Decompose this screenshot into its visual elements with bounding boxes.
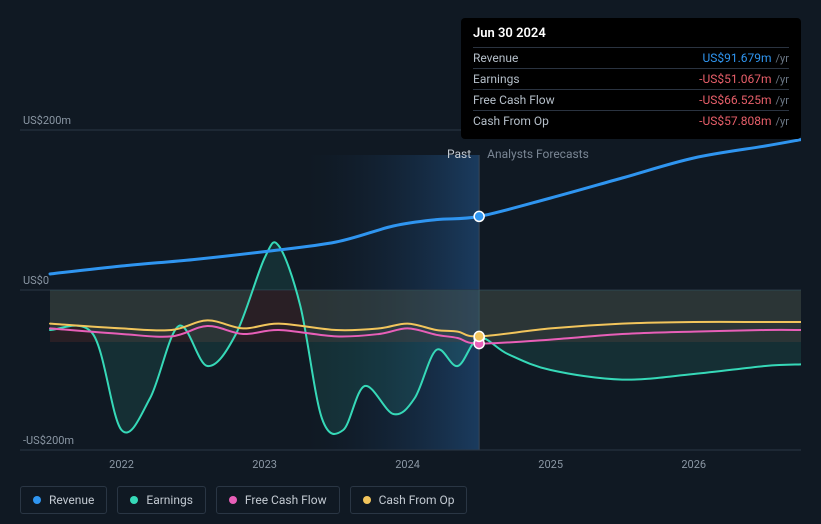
tooltip-unit: /yr	[776, 115, 789, 128]
tooltip-metric-value: -US$66.525m	[699, 93, 771, 107]
y-axis-label: US$0	[23, 274, 49, 287]
legend-item-earnings[interactable]: Earnings	[117, 486, 206, 514]
tooltip-row: Cash From Op -US$57.808m/yr	[473, 110, 789, 131]
legend-label: Earnings	[146, 493, 193, 507]
x-axis-label: 2022	[109, 458, 134, 471]
tooltip-row: Free Cash Flow -US$66.525m/yr	[473, 89, 789, 110]
series-marker-cfo	[474, 331, 484, 341]
tooltip-unit: /yr	[776, 73, 789, 86]
forecast-label: Analysts Forecasts	[487, 147, 589, 161]
legend-item-revenue[interactable]: Revenue	[20, 486, 107, 514]
legend-dot-icon	[33, 496, 41, 504]
tooltip-metric-label: Free Cash Flow	[473, 93, 555, 107]
series-marker-revenue	[474, 211, 484, 221]
x-axis-label: 2024	[395, 458, 420, 471]
tooltip-metric-value: -US$51.067m	[699, 72, 771, 86]
legend-label: Free Cash Flow	[245, 493, 327, 507]
tooltip-metric-label: Revenue	[473, 51, 518, 65]
tooltip-metric-value: -US$57.808m	[699, 114, 771, 128]
legend-dot-icon	[363, 496, 371, 504]
legend-label: Revenue	[49, 493, 94, 507]
legend-item-cfo[interactable]: Cash From Op	[350, 486, 468, 514]
legend-label: Cash From Op	[379, 493, 455, 507]
tooltip-row: Revenue US$91.679m/yr	[473, 47, 789, 68]
y-axis-label: US$200m	[23, 114, 71, 127]
legend-item-fcf[interactable]: Free Cash Flow	[216, 486, 340, 514]
x-axis-label: 2026	[681, 458, 706, 471]
legend-dot-icon	[229, 496, 237, 504]
tooltip-metric-label: Cash From Op	[473, 114, 549, 128]
tooltip-metric-value: US$91.679m	[702, 51, 771, 65]
tooltip-metric-label: Earnings	[473, 72, 520, 86]
past-label: Past	[447, 147, 471, 161]
tooltip-row: Earnings -US$51.067m/yr	[473, 68, 789, 89]
y-axis-label: -US$200m	[23, 434, 74, 447]
tooltip-unit: /yr	[776, 52, 789, 65]
financial-chart: US$200m US$0 -US$200m 2022 2023 2024 2025 2026 P…	[20, 10, 801, 480]
chart-legend: Revenue Earnings Free Cash Flow Cash From O…	[20, 486, 467, 514]
tooltip-date: Jun 30 2024	[473, 26, 789, 41]
x-axis-label: 2023	[252, 458, 277, 471]
chart-tooltip: Jun 30 2024 RevenueUS$91.679m/yrEarnings…	[461, 18, 801, 139]
tooltip-unit: /yr	[776, 94, 789, 107]
legend-dot-icon	[130, 496, 138, 504]
x-axis-label: 2025	[538, 458, 563, 471]
